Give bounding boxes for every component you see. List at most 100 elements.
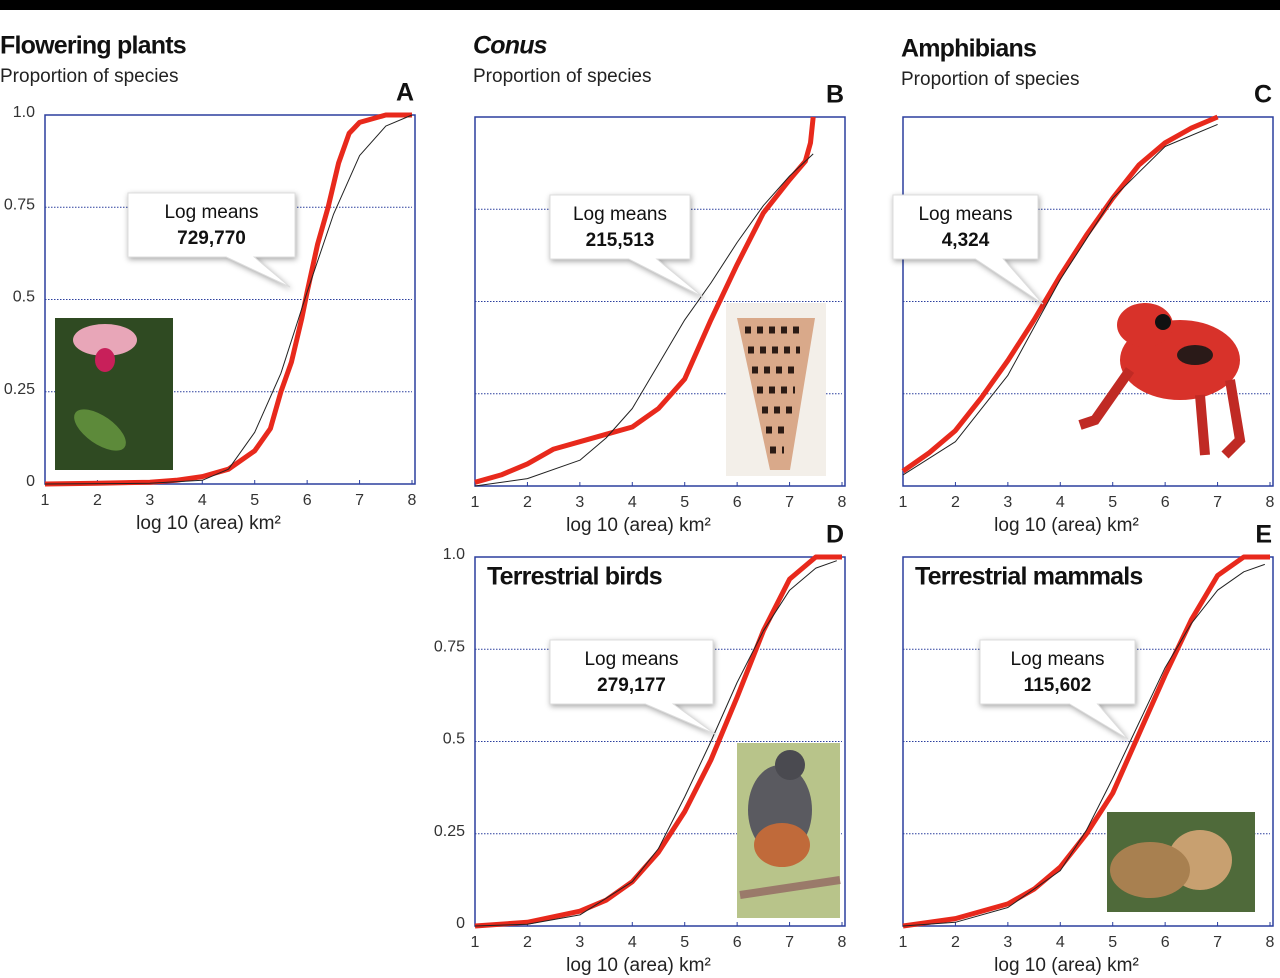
cdf-line [474,153,814,487]
x-tick-label: 2 [93,492,102,509]
cdf-line [44,112,412,487]
x-tick-label: 7 [785,934,794,951]
callout-box [127,192,296,288]
panel-title: Terrestrial mammals [915,563,1143,591]
x-tick-label: 6 [733,934,742,951]
panel-letter: A [396,79,414,107]
callout-box [549,194,704,298]
cone-shell-photo [726,303,826,476]
x-axis-label: log 10 (area) km² [136,513,281,534]
y-tick-label: 0.75 [434,638,465,655]
y-tick-label: 0.5 [443,731,465,748]
callout-value: 115,602 [1024,675,1092,696]
y-axis-label: Proportion of species [901,69,1080,90]
x-axis-label: log 10 (area) km² [994,955,1139,976]
x-tick-label: 4 [628,934,637,951]
callout-label: Log means [164,202,258,223]
x-tick-label: 7 [1213,494,1222,511]
x-tick-label: 3 [1003,494,1012,511]
callout-value: 729,770 [177,228,246,249]
cdf-line [474,560,837,927]
x-tick-label: 5 [680,494,689,511]
y-axis-label: Proportion of species [473,66,652,87]
x-tick-label: 2 [523,934,532,951]
x-tick-label: 4 [198,492,207,509]
x-tick-label: 1 [471,934,480,951]
cdf-line [902,563,1265,927]
x-tick-label: 6 [733,494,742,511]
callout-box [979,639,1136,740]
x-tick-label: 2 [951,494,960,511]
callout-label: Log means [573,204,667,225]
panel-title: Terrestrial birds [487,563,662,591]
callout-label: Log means [584,649,678,670]
panel-letter: D [826,521,844,549]
x-tick-label: 1 [471,494,480,511]
orchid-photo [55,318,173,470]
callout-label: Log means [1010,649,1104,670]
puma-photo [1107,812,1255,912]
x-tick-label: 8 [1266,494,1275,511]
x-tick-label: 1 [41,492,50,509]
callout-box [549,639,716,735]
y-tick-label: 0.25 [4,381,35,398]
x-tick-label: 2 [951,934,960,951]
x-tick-label: 6 [303,492,312,509]
x-axis-label: log 10 (area) km² [994,515,1139,536]
callout-value: 215,513 [586,230,655,251]
cdf-line [474,116,816,485]
x-tick-label: 3 [1003,934,1012,951]
y-tick-label: 0.75 [4,196,35,213]
callout-value: 279,177 [597,675,666,696]
y-tick-label: 0 [26,473,35,490]
frog-photo [1078,303,1246,459]
x-axis-label: log 10 (area) km² [566,515,711,536]
callout-box [892,194,1044,305]
x-tick-label: 5 [1108,934,1117,951]
panel-letter: B [826,81,844,109]
cdf-line [902,123,1218,476]
x-axis-label: log 10 (area) km² [566,955,711,976]
y-tick-label: 1.0 [13,104,35,121]
panel-letter: C [1254,81,1272,109]
cdf-line [901,114,1219,474]
panel-title: Flowering plants [0,32,186,60]
x-tick-label: 3 [575,934,584,951]
y-axis-label: Proportion of species [0,66,179,87]
y-tick-label: 1.0 [443,546,465,563]
x-tick-label: 4 [1056,934,1065,951]
x-tick-label: 1 [899,494,908,511]
bird-photo [737,743,841,918]
x-tick-label: 1 [899,934,908,951]
x-tick-label: 2 [523,494,532,511]
x-tick-label: 3 [575,494,584,511]
x-tick-label: 8 [408,492,417,509]
top-bar [0,0,1280,10]
x-tick-label: 3 [145,492,154,509]
y-tick-label: 0.5 [13,289,35,306]
x-tick-label: 8 [838,934,847,951]
x-tick-label: 5 [250,492,259,509]
x-tick-label: 8 [1266,934,1275,951]
x-tick-label: 4 [1056,494,1065,511]
x-tick-label: 5 [680,934,689,951]
y-tick-label: 0.25 [434,823,465,840]
callout-value: 4,324 [942,230,990,251]
x-tick-label: 7 [1213,934,1222,951]
x-tick-label: 6 [1161,934,1170,951]
x-tick-label: 6 [1161,494,1170,511]
x-tick-label: 7 [355,492,364,509]
x-tick-label: 7 [785,494,794,511]
panel-title: Conus [473,32,548,60]
callout-label: Log means [918,204,1012,225]
cdf-line [474,554,842,929]
cdf-line [902,554,1270,929]
x-tick-label: 4 [628,494,637,511]
cdf-line [44,114,413,485]
y-tick-label: 0 [456,915,465,932]
panel-letter: E [1255,521,1272,549]
x-tick-label: 5 [1108,494,1117,511]
panel-title: Amphibians [901,35,1036,63]
x-tick-label: 8 [838,494,847,511]
